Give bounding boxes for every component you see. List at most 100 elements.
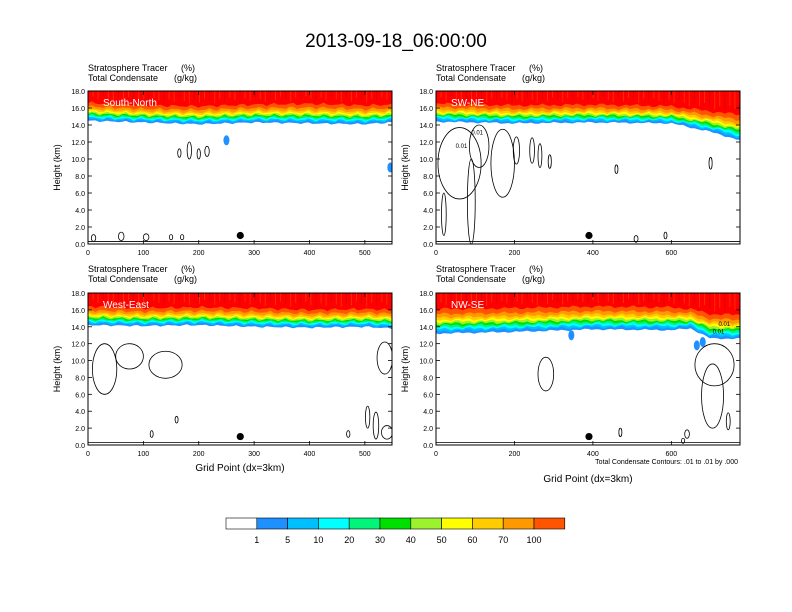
contour-note: Total Condensate Contours: .01 to .01 by… [595, 459, 738, 466]
tracer-patch [699, 336, 706, 347]
x-tick-label: 0 [434, 250, 438, 257]
condensate-contour [372, 411, 380, 440]
colorbar-label: 100 [526, 535, 541, 545]
x-tick-label: 0 [86, 451, 90, 458]
condensate-contour [681, 437, 686, 444]
x-tick-label: 300 [248, 250, 260, 257]
x-tick-label: 400 [304, 451, 316, 458]
condensate-contour [180, 234, 185, 241]
panel-header-west-east: Stratosphere Tracer (%) Total Condensate… [88, 264, 197, 284]
colorbar-box [410, 517, 442, 530]
header-line2-label: Total Condensate [88, 73, 158, 83]
y-tick-label: 14.0 [419, 123, 433, 130]
header-line2-unit: (g/kg) [522, 73, 545, 83]
x-tick-label: 200 [193, 250, 205, 257]
x-tick-label: 0 [86, 250, 90, 257]
panel-header-south-north: Stratosphere Tracer (%) Total Condensate… [88, 63, 197, 83]
y-axis-label: Height (km) [400, 144, 410, 191]
panel-label: South-North [103, 98, 157, 109]
location-marker [236, 231, 244, 240]
y-tick-label: 18.0 [419, 89, 433, 96]
y-tick-label: 16.0 [71, 106, 85, 113]
tracer-patch [223, 135, 230, 146]
y-axis-label: Height (km) [400, 346, 410, 393]
condensate-contour [529, 137, 535, 164]
y-tick-label: 2.0 [423, 225, 433, 232]
header-line1-unit: (%) [181, 63, 195, 73]
condensate-contour [346, 430, 351, 438]
colorbar: 1 5 10 20 30 40 50 60 70 100 [225, 517, 566, 545]
condensate-contour [437, 127, 482, 200]
tracer-patch [387, 162, 392, 173]
panel-south-north: South-North 0.0 2.0 4.0 6.0 8.0 10.0 12.0 14.0 16… [52, 89, 393, 257]
colorbar-label: 20 [344, 535, 354, 545]
panel-label: SW-NE [451, 98, 484, 109]
condensate-contour [92, 343, 118, 395]
header-line1-label: Stratosphere Tracer [88, 63, 168, 73]
condensate-contour [148, 350, 183, 379]
x-tick-label: 500 [359, 451, 371, 458]
y-tick-label: 16.0 [419, 106, 433, 113]
x-axis-label: Grid Point (dx=3km) [195, 463, 284, 474]
y-tick-label: 12.0 [419, 140, 433, 147]
header-line1-unit: (%) [529, 264, 543, 274]
x-tick-label: 200 [193, 451, 205, 458]
header-line1-unit: (%) [529, 63, 543, 73]
y-tick-label: 2.0 [75, 426, 85, 433]
x-tick-label: 100 [138, 250, 150, 257]
y-tick-label: 0.0 [423, 443, 433, 450]
y-tick-label: 8.0 [75, 375, 85, 382]
condensate-contour [663, 231, 668, 240]
x-axis-label: Grid Point (dx=3km) [543, 474, 632, 485]
colorbar-label: 70 [498, 535, 508, 545]
colorbar-box [348, 517, 381, 530]
condensate-contour [115, 343, 144, 370]
colorbar-box [318, 517, 350, 530]
location-marker [236, 432, 244, 441]
y-tick-label: 4.0 [75, 208, 85, 215]
y-tick-label: 16.0 [71, 308, 85, 315]
condensate-contour [168, 234, 174, 241]
y-tick-label: 6.0 [75, 392, 85, 399]
panel-sw-ne: 0.01 0.01 SW-NE 0.0 2.0 4.0 6.0 8.0 10.0 12.0 14.0… [400, 89, 741, 257]
condensate-contour [376, 341, 392, 375]
panel-header-nw-se: Stratosphere Tracer (%) Total Condensate… [436, 264, 545, 284]
panel-label: West-East [103, 300, 149, 311]
plot-frame [435, 90, 741, 245]
x-tick-label: 300 [248, 451, 260, 458]
x-tick-label: 200 [509, 250, 521, 257]
condensate-contour [149, 430, 154, 438]
colorbar-label: 60 [467, 535, 477, 545]
condensate-contour [142, 233, 150, 242]
condensate-contour [468, 124, 490, 168]
condensate-contour [684, 429, 690, 439]
condensate-contour [177, 148, 182, 158]
colorbar-box [533, 517, 566, 530]
colorbar-label: 1 [254, 535, 259, 545]
location-marker [585, 231, 593, 240]
y-axis-label: Height (km) [52, 346, 62, 393]
plot-area [88, 91, 392, 244]
contour-label: 0.01 [471, 130, 483, 136]
header-line2-label: Total Condensate [436, 73, 506, 83]
condensate-contour [512, 136, 520, 165]
y-tick-label: 10.0 [419, 359, 433, 366]
condensate-contour [618, 427, 623, 437]
y-tick-label: 0.0 [423, 242, 433, 249]
y-tick-label: 14.0 [71, 123, 85, 130]
x-tick-label: 400 [587, 451, 599, 458]
x-tick-label: 400 [304, 250, 316, 257]
y-tick-label: 8.0 [423, 174, 433, 181]
header-line1-label: Stratosphere Tracer [436, 63, 516, 73]
y-tick-label: 14.0 [71, 325, 85, 332]
condensate-contour [490, 128, 515, 198]
condensate-contour [365, 405, 371, 429]
colorbar-box [379, 517, 412, 530]
plot-frame [87, 292, 393, 446]
figure-title: 2013-09-18_06:00:00 [305, 31, 487, 52]
location-marker [585, 432, 593, 441]
y-tick-label: 2.0 [75, 225, 85, 232]
colorbar-label: 30 [375, 535, 385, 545]
y-tick-label: 18.0 [419, 291, 433, 298]
header-line2-label: Total Condensate [436, 274, 506, 284]
